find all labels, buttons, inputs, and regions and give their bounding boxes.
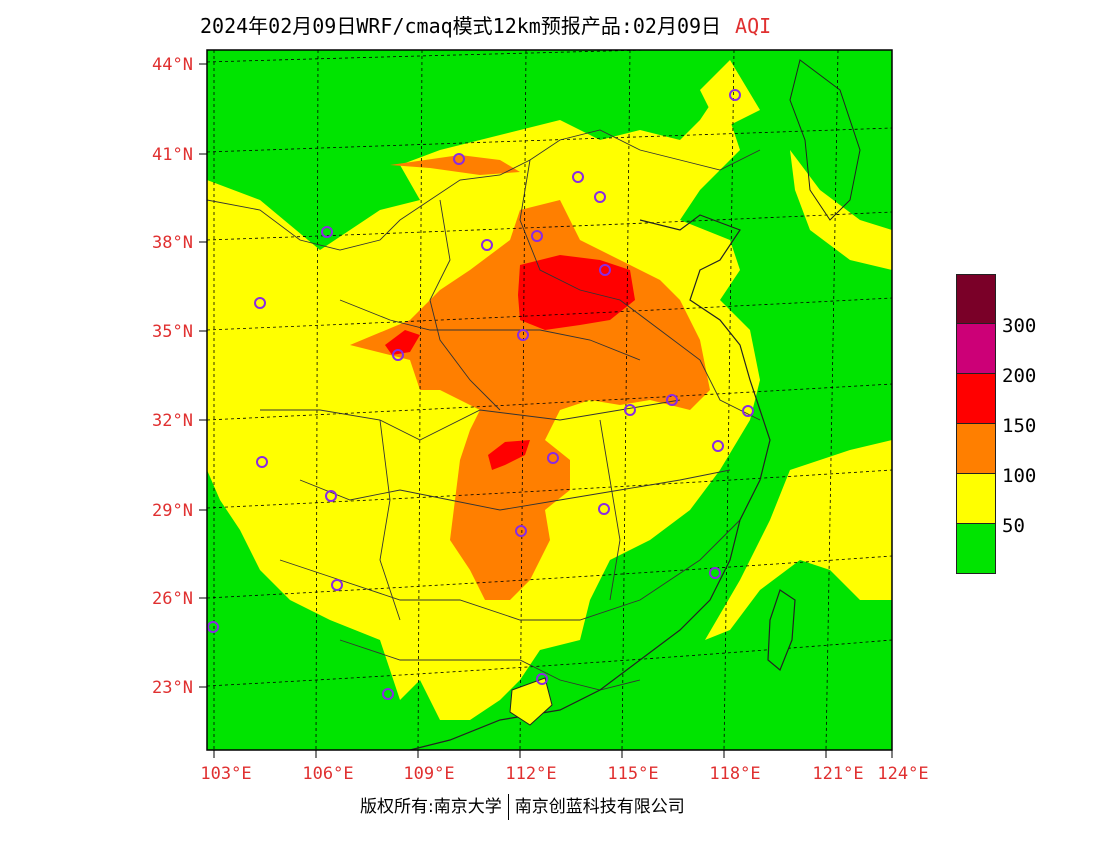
- aqi-field: [207, 50, 892, 750]
- lon-label-103: 103°E: [200, 764, 252, 784]
- swatch-300plus: [956, 274, 996, 324]
- lat-label-44: 44°N: [152, 55, 193, 75]
- lon-label-115: 115°E: [607, 764, 659, 784]
- aqi-zone-yellow-east: [705, 440, 892, 640]
- lat-label-23: 23°N: [152, 678, 193, 698]
- axis-ticks: [199, 63, 893, 758]
- lon-label-106: 106°E: [302, 764, 354, 784]
- legend-tick-100: 100: [1002, 465, 1037, 487]
- map-title: 2024年02月09日WRF/cmaq模式12km预报产品:02月09日 AQI: [200, 10, 771, 39]
- aqi-colorbar: [956, 274, 996, 574]
- city-markers: [207, 89, 754, 700]
- lon-label-121: 121°E: [812, 764, 864, 784]
- lon-label-112: 112°E: [505, 764, 557, 784]
- lat-label-32: 32°N: [152, 411, 193, 431]
- lat-label-41: 41°N: [152, 145, 193, 165]
- swatch-0-50: [956, 524, 996, 574]
- legend-tick-300: 300: [1002, 315, 1037, 337]
- swatch-150-200: [956, 374, 996, 424]
- legend-tick-50: 50: [1002, 515, 1025, 537]
- hainan: [509, 677, 553, 726]
- footer-divider: [507, 794, 509, 820]
- lon-label-124: 124°E: [877, 764, 929, 784]
- lon-label-118: 118°E: [709, 764, 761, 784]
- copyright-footer: 版权所有:南京大学 南京创蓝科技有限公司: [360, 792, 685, 820]
- lon-label-109: 109°E: [403, 764, 455, 784]
- copyright-right: 南京创蓝科技有限公司: [514, 797, 685, 817]
- lat-label-29: 29°N: [152, 501, 193, 521]
- lat-label-26: 26°N: [152, 589, 193, 609]
- lat-label-38: 38°N: [152, 233, 193, 253]
- coastline: [409, 214, 771, 750]
- legend-tick-150: 150: [1002, 415, 1037, 437]
- swatch-100-150: [956, 424, 996, 474]
- aqi-label: AQI: [735, 14, 772, 38]
- graticule: [207, 50, 892, 750]
- province-boundaries: [207, 129, 761, 691]
- lat-label-35: 35°N: [152, 322, 193, 342]
- legend-tick-200: 200: [1002, 365, 1037, 387]
- title-text: 2024年02月09日WRF/cmaq模式12km预报产品:02月09日: [200, 14, 722, 38]
- swatch-200-300: [956, 324, 996, 374]
- map-frame: [206, 49, 893, 751]
- swatch-50-100: [956, 474, 996, 524]
- taiwan: [767, 589, 796, 671]
- copyright-left: 版权所有:南京大学: [360, 797, 502, 817]
